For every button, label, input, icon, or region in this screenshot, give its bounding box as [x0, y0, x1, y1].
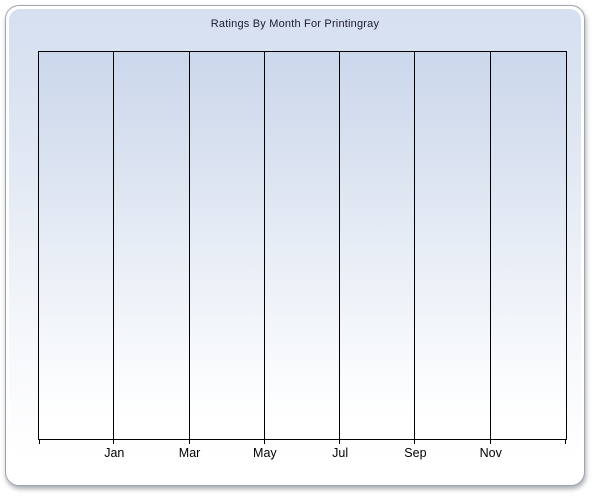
- gridline: [489, 52, 491, 439]
- x-axis-tick-label: Jan: [104, 446, 125, 460]
- chart-panel: Ratings By Month For Printingray Jan Mar M…: [5, 5, 585, 486]
- x-axis-tick: [188, 439, 190, 444]
- x-axis-tick: [113, 439, 115, 444]
- x-axis-tick: [339, 439, 341, 444]
- chart-panel-background: Ratings By Month For Printingray Jan Mar M…: [9, 9, 581, 482]
- x-axis-tick-label: Nov: [479, 446, 502, 460]
- x-axis-tick-label: Jul: [332, 446, 349, 460]
- x-axis-tick: [489, 439, 491, 444]
- x-axis-tick: [565, 439, 566, 444]
- gridline: [113, 52, 115, 439]
- gridline: [188, 52, 190, 439]
- plot-area: Jan Mar May Jul Sep Nov: [38, 51, 567, 460]
- x-axis-tick: [414, 439, 416, 444]
- gridline: [263, 52, 265, 439]
- x-axis-tick: [263, 439, 265, 444]
- chart-title: Ratings By Month For Printingray: [210, 18, 380, 30]
- x-axis-tick-label: May: [253, 446, 277, 460]
- gridline: [339, 52, 341, 439]
- gridline: [414, 52, 416, 439]
- x-axis-tick-label: Mar: [178, 446, 201, 460]
- x-axis-tick-label: Sep: [404, 446, 427, 460]
- x-axis-tick: [39, 439, 40, 444]
